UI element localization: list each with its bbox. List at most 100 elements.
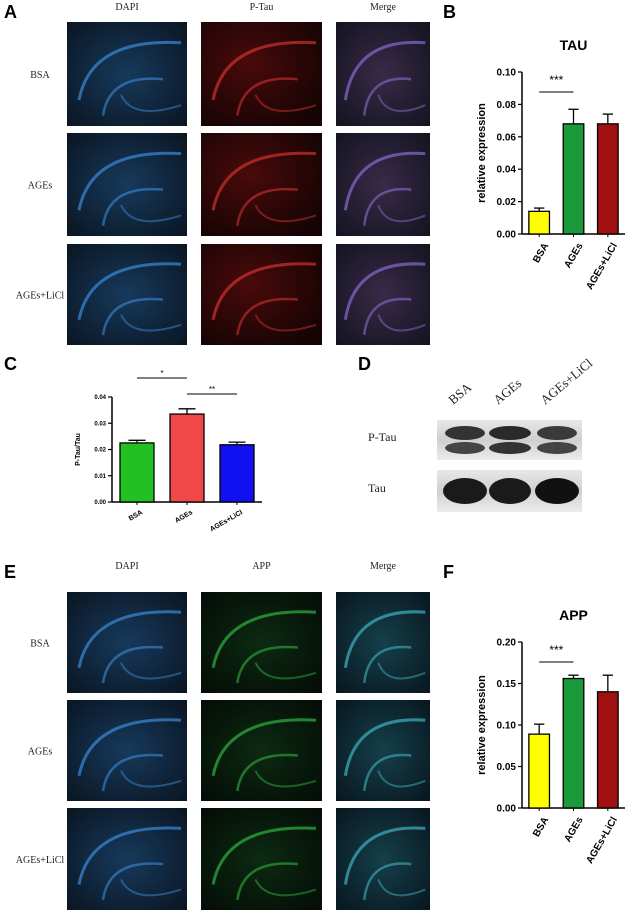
tissue-layer — [362, 645, 412, 684]
tissue-layer — [77, 826, 182, 885]
tissue-layer — [236, 862, 298, 900]
y-tick-label: 0.01 — [94, 474, 106, 480]
y-axis-label: P-Tau/Tau — [75, 433, 82, 466]
chart-title: TAU — [560, 37, 588, 53]
tissue-layer — [343, 262, 426, 320]
tissue-layer — [377, 94, 426, 113]
micrograph — [201, 592, 322, 693]
bar — [119, 442, 155, 503]
blot-band — [445, 442, 485, 454]
micrograph — [201, 22, 322, 126]
tissue-layer — [377, 879, 426, 897]
micrograph — [336, 244, 430, 345]
tissue-layer — [343, 151, 426, 211]
tissue-layer — [120, 94, 182, 112]
tissue-layer — [77, 610, 182, 669]
tissue-layer — [211, 826, 317, 885]
panel-label: E — [4, 562, 16, 582]
bar — [596, 691, 619, 809]
tissue-layer — [254, 878, 317, 897]
x-tick-label: AGEs — [563, 241, 586, 270]
bar — [562, 677, 585, 809]
micrograph — [201, 133, 322, 236]
column-header: P-Tau — [250, 2, 274, 13]
y-tick-label: 0.04 — [497, 165, 517, 176]
blot-strip — [437, 420, 582, 460]
micrograph — [67, 22, 187, 126]
micrograph — [336, 22, 430, 126]
row-label: AGEs — [28, 747, 53, 758]
y-tick-label: 0.03 — [94, 421, 106, 427]
column-header: Merge — [370, 561, 396, 572]
tissue-layer — [120, 878, 182, 897]
tissue-layer — [236, 187, 298, 226]
micrograph — [201, 244, 322, 345]
tissue-layer — [120, 314, 182, 332]
significance-label: ** — [209, 385, 215, 394]
tissue-layer — [254, 770, 317, 788]
tissue-layer — [254, 314, 317, 332]
tissue-layer — [343, 40, 426, 101]
tissue-layer — [101, 753, 164, 792]
tissue-layer — [77, 151, 182, 211]
blot-band — [489, 442, 531, 454]
x-tick-label: AGEs — [563, 815, 586, 844]
blot-band — [535, 478, 579, 504]
blot-band — [489, 426, 531, 440]
micrograph — [336, 700, 430, 801]
micrograph — [336, 808, 430, 910]
x-tick-label: AGEs+LiCl — [209, 509, 244, 533]
tissue-layer — [101, 187, 164, 226]
column-header: APP — [252, 561, 271, 572]
bar — [219, 444, 255, 503]
column-header: DAPI — [115, 561, 138, 572]
panel-label: F — [443, 562, 454, 582]
y-tick-label: 0.20 — [497, 638, 517, 649]
tissue-layer — [343, 718, 426, 776]
y-tick-label: 0.06 — [497, 132, 517, 143]
micrograph — [201, 700, 322, 801]
significance-label: * — [160, 369, 163, 378]
y-tick-label: 0.10 — [497, 68, 517, 79]
tissue-layer — [211, 262, 317, 321]
y-tick-label: 0.05 — [497, 762, 517, 773]
tissue-layer — [236, 645, 298, 684]
y-tick-label: 0.04 — [94, 395, 106, 401]
band-label: P-Tau — [368, 430, 397, 444]
chart-title: APP — [559, 607, 588, 623]
bar — [169, 413, 205, 503]
y-tick-label: 0.00 — [497, 804, 517, 815]
row-label: BSA — [30, 70, 50, 81]
tissue-layer — [362, 187, 412, 226]
y-tick-label: 0.00 — [497, 230, 517, 241]
micrograph — [336, 592, 430, 693]
y-axis-label: relative expression — [476, 103, 488, 203]
x-tick-label: AGEs — [174, 509, 194, 525]
micrograph — [67, 244, 187, 345]
tissue-layer — [77, 40, 182, 101]
blot-band — [445, 426, 485, 440]
significance-label: *** — [549, 73, 563, 87]
micrograph — [67, 592, 187, 693]
panel-label: C — [4, 354, 17, 374]
tissue-layer — [254, 94, 317, 112]
tissue-layer — [211, 151, 317, 211]
tissue-layer — [343, 610, 426, 668]
lane-label: AGEs — [490, 375, 524, 407]
tissue-layer — [77, 718, 182, 777]
micrograph — [201, 808, 322, 910]
row-label: BSA — [30, 639, 50, 650]
column-header: Merge — [370, 2, 396, 13]
panel-label: A — [4, 2, 17, 22]
lane-label: BSA — [445, 379, 474, 407]
panel-label: B — [443, 2, 456, 22]
tissue-layer — [211, 610, 317, 669]
tissue-layer — [211, 40, 317, 101]
row-label: AGEs — [28, 181, 53, 192]
bar — [528, 733, 551, 809]
y-axis-label: relative expression — [476, 675, 488, 775]
tissue-layer — [120, 770, 182, 788]
tissue-layer — [236, 77, 298, 116]
western-blot — [437, 420, 582, 512]
tissue-layer — [101, 77, 164, 116]
